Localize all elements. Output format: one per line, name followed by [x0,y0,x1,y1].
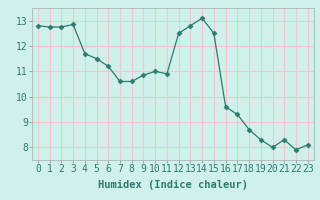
X-axis label: Humidex (Indice chaleur): Humidex (Indice chaleur) [98,180,248,190]
